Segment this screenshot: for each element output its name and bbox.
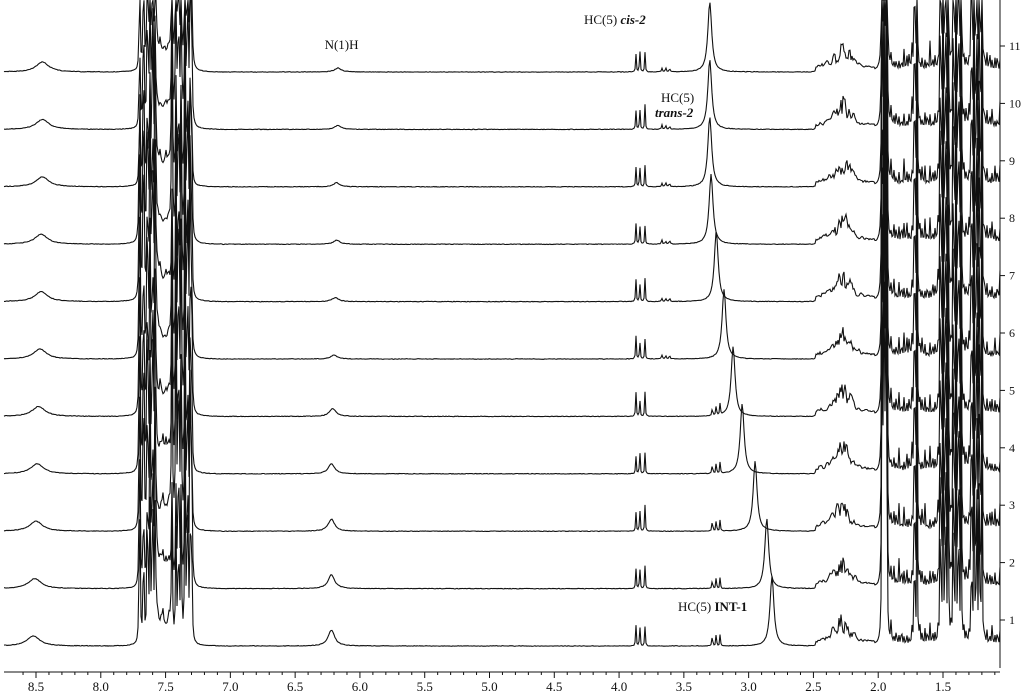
x-tick-label: 5.0 bbox=[481, 679, 497, 694]
trace-number-label: 11 bbox=[1009, 39, 1021, 53]
x-tick-label: 8.5 bbox=[28, 679, 44, 694]
annotation-cis-2-bold: cis-2 bbox=[620, 12, 646, 27]
spectrum-trace-1 bbox=[3, 281, 1001, 647]
spectrum-trace-7 bbox=[4, 0, 1001, 303]
x-tick-label: 8.0 bbox=[93, 679, 109, 694]
trace-number-label: 5 bbox=[1009, 383, 1015, 397]
trace-number-label: 2 bbox=[1009, 556, 1015, 570]
x-tick-label: 3.5 bbox=[676, 679, 692, 694]
trace-number-label: 4 bbox=[1009, 441, 1015, 455]
trace-number-label: 1 bbox=[1009, 613, 1015, 627]
x-tick-label: 6.0 bbox=[352, 679, 368, 694]
x-tick-label: 2.0 bbox=[870, 679, 886, 694]
spectrum-trace-6 bbox=[3, 0, 1001, 360]
trace-number-label: 10 bbox=[1009, 96, 1021, 110]
annotations: N(1)H HC(5) cis-2 HC(5) trans-2 HC(5) IN… bbox=[325, 12, 748, 614]
trace-number-label: 3 bbox=[1009, 498, 1015, 512]
annotation-nh: N(1)H bbox=[325, 37, 359, 52]
annotation-int-1-prefix: HC(5) bbox=[678, 599, 714, 614]
trace-number-label: 8 bbox=[1009, 211, 1015, 225]
right-axis: 1 2 3 4 5 6 7 8 9 10 11 bbox=[999, 0, 1021, 668]
annotation-cis-2: HC(5) cis-2 bbox=[584, 12, 646, 27]
spectrum-trace-3 bbox=[3, 123, 1001, 533]
spectrum-trace-8 bbox=[3, 0, 1001, 246]
spectrum-trace-9 bbox=[3, 0, 1001, 188]
trace-number-label: 6 bbox=[1009, 326, 1015, 340]
annotation-int-1-bold: INT-1 bbox=[714, 599, 747, 614]
trace-number-label: 9 bbox=[1009, 154, 1015, 168]
x-tick-label: 1.5 bbox=[935, 679, 951, 694]
spectrum-trace-5 bbox=[3, 0, 1001, 418]
spectrum-trace-2 bbox=[3, 167, 1001, 590]
x-tick-label: 7.5 bbox=[157, 679, 173, 694]
x-tick-label: 4.5 bbox=[546, 679, 562, 694]
annotation-int-1: HC(5) INT-1 bbox=[678, 599, 747, 614]
spectrum-traces bbox=[3, 0, 1001, 647]
x-tick-label: 4.0 bbox=[611, 679, 627, 694]
spectrum-trace-11 bbox=[3, 0, 1001, 73]
x-tick-label: 7.0 bbox=[222, 679, 238, 694]
x-tick-label: 6.5 bbox=[287, 679, 303, 694]
x-axis: 8.5 8.0 7.5 7.0 6.5 6.0 5.5 5.0 4.5 4.0 3.5 3.0 2.5 2… bbox=[4, 671, 1000, 694]
trace-number-label: 7 bbox=[1009, 269, 1015, 283]
x-tick-label: 5.5 bbox=[417, 679, 433, 694]
annotation-cis-2-prefix: HC(5) bbox=[584, 12, 620, 27]
x-tick-label: 3.0 bbox=[741, 679, 757, 694]
x-tick-label: 2.5 bbox=[805, 679, 821, 694]
spectrum-trace-10 bbox=[4, 0, 1001, 131]
annotation-trans-2-line1: HC(5) bbox=[661, 90, 694, 105]
spectrum-trace-4 bbox=[3, 33, 1001, 475]
annotation-trans-2-line2: trans-2 bbox=[655, 105, 694, 120]
